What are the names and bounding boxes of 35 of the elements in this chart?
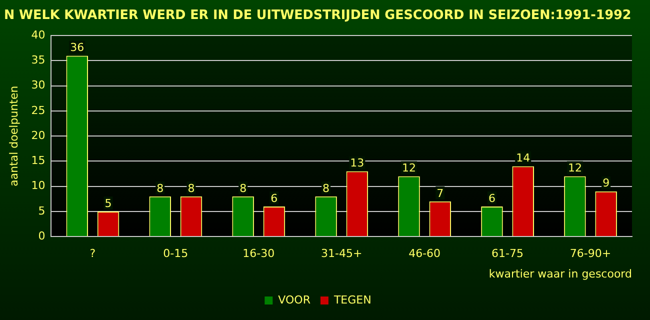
x-tick-label: 61-75 [492, 247, 524, 260]
x-axis-title: kwartier waar in gescoord [488, 267, 632, 280]
x-tick-label: 76-90+ [570, 247, 612, 260]
x-tick-label: 16-30 [242, 247, 275, 260]
legend-label: VOOR [278, 293, 311, 306]
x-tick-label: 46-60 [408, 247, 441, 260]
y-tick-label: 40 [31, 28, 46, 42]
y-tick-label: 25 [31, 104, 46, 117]
x-tick-label: ? [90, 247, 96, 260]
y-tick-label: 5 [38, 204, 46, 218]
data-label: 7 [436, 186, 444, 200]
data-label: 12 [402, 162, 416, 175]
data-label: 13 [350, 156, 364, 170]
y-tick-label: 10 [31, 179, 46, 192]
legend-label: TEGEN [332, 293, 372, 306]
data-label: 8 [188, 182, 195, 195]
data-label: 6 [270, 192, 278, 205]
data-label: 14 [516, 152, 530, 165]
data-label: 8 [240, 182, 247, 195]
data-label: 5 [104, 196, 112, 210]
y-tick-label: 0 [38, 229, 46, 242]
data-label: 36 [70, 41, 84, 54]
x-tick-label: 31-45+ [321, 247, 362, 260]
y-tick-label: 30 [31, 78, 46, 92]
chart-title: N WELK KWARTIER WERD ER IN DE UITWEDSTRIJDEN GESCOORD IN SEIZOEN:1991-1992 [4, 8, 632, 24]
y-axis-title: aantal doelpunten [7, 86, 20, 186]
data-label: 12 [568, 162, 582, 175]
data-label: 9 [602, 176, 610, 190]
y-tick-label: 15 [31, 154, 46, 168]
data-label: 6 [488, 192, 496, 205]
y-tick-label: 20 [31, 128, 46, 142]
x-tick-label: 0-15 [163, 247, 188, 260]
data-label: 8 [156, 182, 164, 195]
y-tick-label: 35 [31, 54, 46, 67]
data-label: 8 [322, 182, 330, 195]
